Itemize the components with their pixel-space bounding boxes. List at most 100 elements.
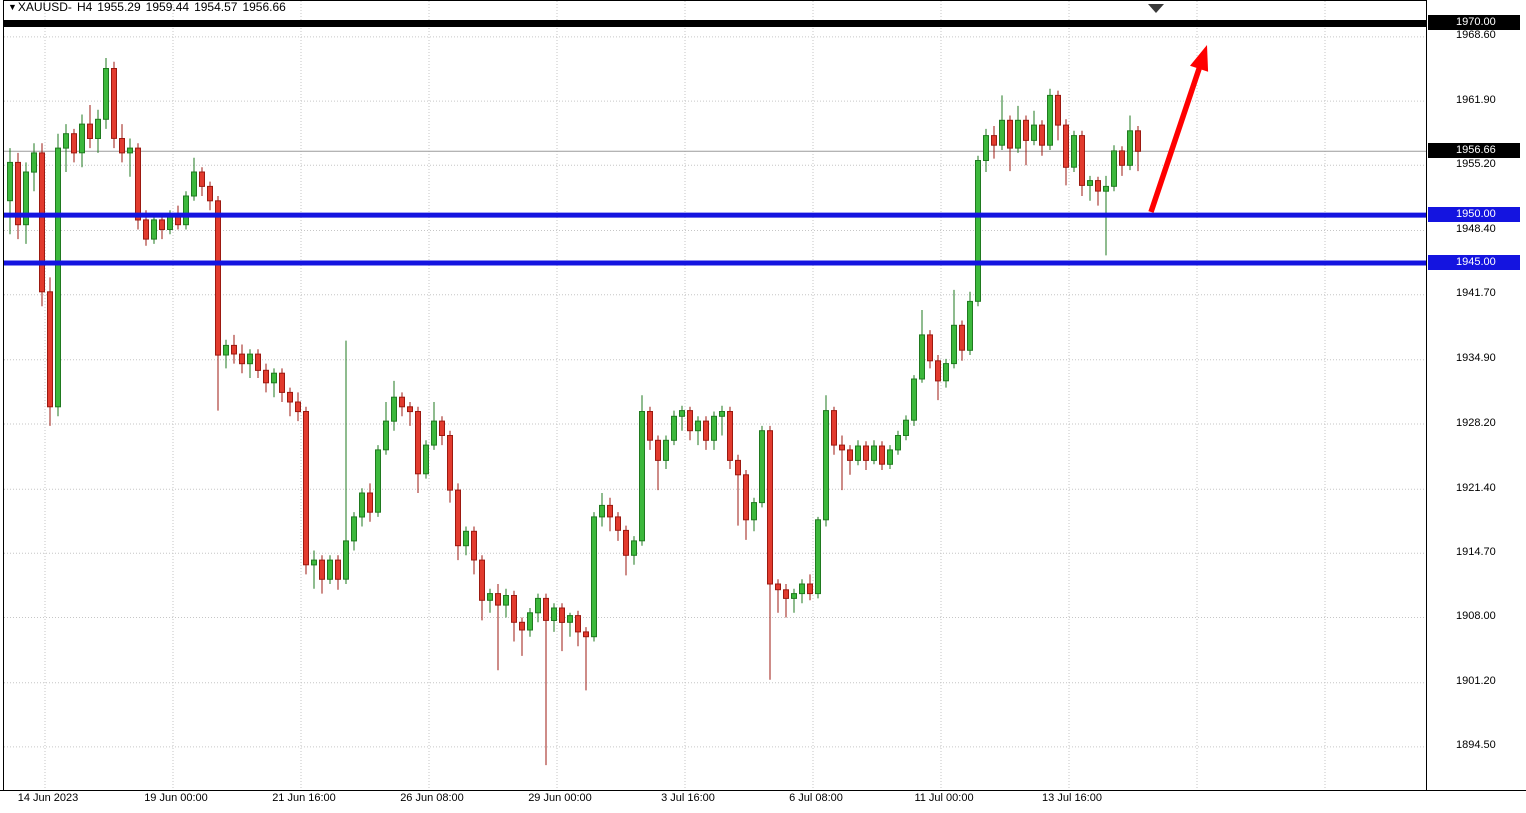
candle-body <box>943 363 949 382</box>
candle-body <box>431 420 437 446</box>
candle-body <box>343 540 349 580</box>
candle-body <box>151 219 157 240</box>
candle-body <box>495 593 501 606</box>
candle-body <box>407 406 413 413</box>
candle-body <box>1087 180 1093 186</box>
candle-body <box>1055 94 1061 126</box>
candle-body <box>15 161 21 226</box>
candle-body <box>863 445 869 461</box>
candle-body <box>799 583 805 595</box>
plot-area: ▼XAUUSD- H4 1955.29 1959.44 1954.57 1956.66 <box>3 0 1427 791</box>
candle-body <box>879 445 885 465</box>
current-price-label: 1956.66 <box>1428 143 1520 158</box>
candle-body <box>263 369 269 384</box>
candle-body <box>975 160 981 302</box>
candle-body <box>847 449 853 461</box>
price-tick-label: 1914.70 <box>1456 546 1496 558</box>
candle-body <box>759 430 765 504</box>
candle-body <box>951 324 957 365</box>
candle-body <box>439 420 445 437</box>
symbol-marker-icon: ▼ <box>8 2 17 12</box>
candle-body <box>703 420 709 441</box>
candle-body <box>887 449 893 465</box>
candle-body <box>1111 150 1117 187</box>
candle-body <box>671 415 677 441</box>
ohlc-open: 1955.29 <box>97 0 141 14</box>
candle-body <box>335 559 341 580</box>
price-axis[interactable]: 1968.60 1961.90 1955.20 1948.40 1941.70 1934.… <box>1428 0 1526 790</box>
symbol-label: XAUUSD- <box>17 0 72 14</box>
candle-body <box>1023 119 1029 141</box>
price-tick-label: 1955.20 <box>1456 158 1496 170</box>
time-axis-label: 3 Jul 16:00 <box>661 792 715 804</box>
candle-body <box>191 171 197 197</box>
time-axis-label: 19 Jun 00:00 <box>144 792 208 804</box>
candle-body <box>327 559 333 580</box>
candle-body <box>479 559 485 601</box>
candle-body <box>103 68 109 120</box>
candle-body <box>351 516 357 542</box>
candle-body <box>631 540 637 556</box>
candle-body <box>239 353 245 365</box>
time-axis-label: 6 Jul 08:00 <box>789 792 843 804</box>
axis-divider <box>0 790 1526 791</box>
candle-body <box>367 492 373 513</box>
candle-body <box>935 360 941 382</box>
candle-body <box>1031 124 1037 141</box>
price-tick-label: 1941.70 <box>1456 287 1496 299</box>
candle-body <box>63 133 69 149</box>
candles <box>7 58 1141 766</box>
candle-body <box>639 411 645 542</box>
time-axis[interactable]: 14 Jun 2023 19 Jun 00:00 21 Jun 16:00 26 Ju… <box>3 791 1426 811</box>
timeframe-label: H4 <box>76 0 93 14</box>
candle-body <box>87 123 93 139</box>
candle-body <box>567 615 573 623</box>
time-axis-label: 26 Jun 08:00 <box>400 792 464 804</box>
candle-body <box>303 411 309 566</box>
candle-body <box>199 171 205 187</box>
candle-body <box>1095 180 1101 192</box>
candle-body <box>23 171 29 226</box>
candle-body <box>735 459 741 476</box>
candle-body <box>319 559 325 580</box>
time-axis-label: 29 Jun 00:00 <box>528 792 592 804</box>
candle-body <box>311 559 317 566</box>
candle-body <box>1135 130 1141 152</box>
candle-body <box>279 372 285 393</box>
down-arrow-marker[interactable] <box>1148 4 1164 13</box>
trend-arrow[interactable] <box>1148 45 1209 213</box>
candle-body <box>783 589 789 599</box>
candle-body <box>47 291 53 408</box>
candle-body <box>215 200 221 356</box>
candle-body <box>823 410 829 521</box>
ohlc-low: 1954.57 <box>194 0 238 14</box>
candlestick-chart[interactable] <box>4 1 1426 790</box>
candle-body <box>399 396 405 408</box>
candle-body <box>231 344 237 355</box>
candle-body <box>967 300 973 351</box>
candle-body <box>959 324 965 351</box>
candle-body <box>831 410 837 446</box>
candle-body <box>543 597 549 621</box>
candle-body <box>55 147 61 408</box>
candle-body <box>1015 119 1021 149</box>
candle-body <box>839 444 845 451</box>
candle-body <box>359 492 365 518</box>
candle-body <box>743 474 749 521</box>
candle-body <box>487 593 493 601</box>
candle-body <box>375 449 381 513</box>
price-tick-label: 1908.00 <box>1456 610 1496 622</box>
candle-body <box>623 529 629 556</box>
candle-body <box>7 161 13 202</box>
candle-body <box>927 334 933 362</box>
price-tick-label: 1894.50 <box>1456 739 1496 751</box>
price-tick-label: 1921.40 <box>1456 482 1496 494</box>
level-label-1950: 1950.00 <box>1428 207 1520 222</box>
candle-body <box>31 152 37 173</box>
candle-body <box>615 516 621 531</box>
candle-body <box>551 607 557 621</box>
candle-body <box>1047 94 1053 146</box>
candle-body <box>1127 130 1133 166</box>
candle-body <box>767 430 773 585</box>
